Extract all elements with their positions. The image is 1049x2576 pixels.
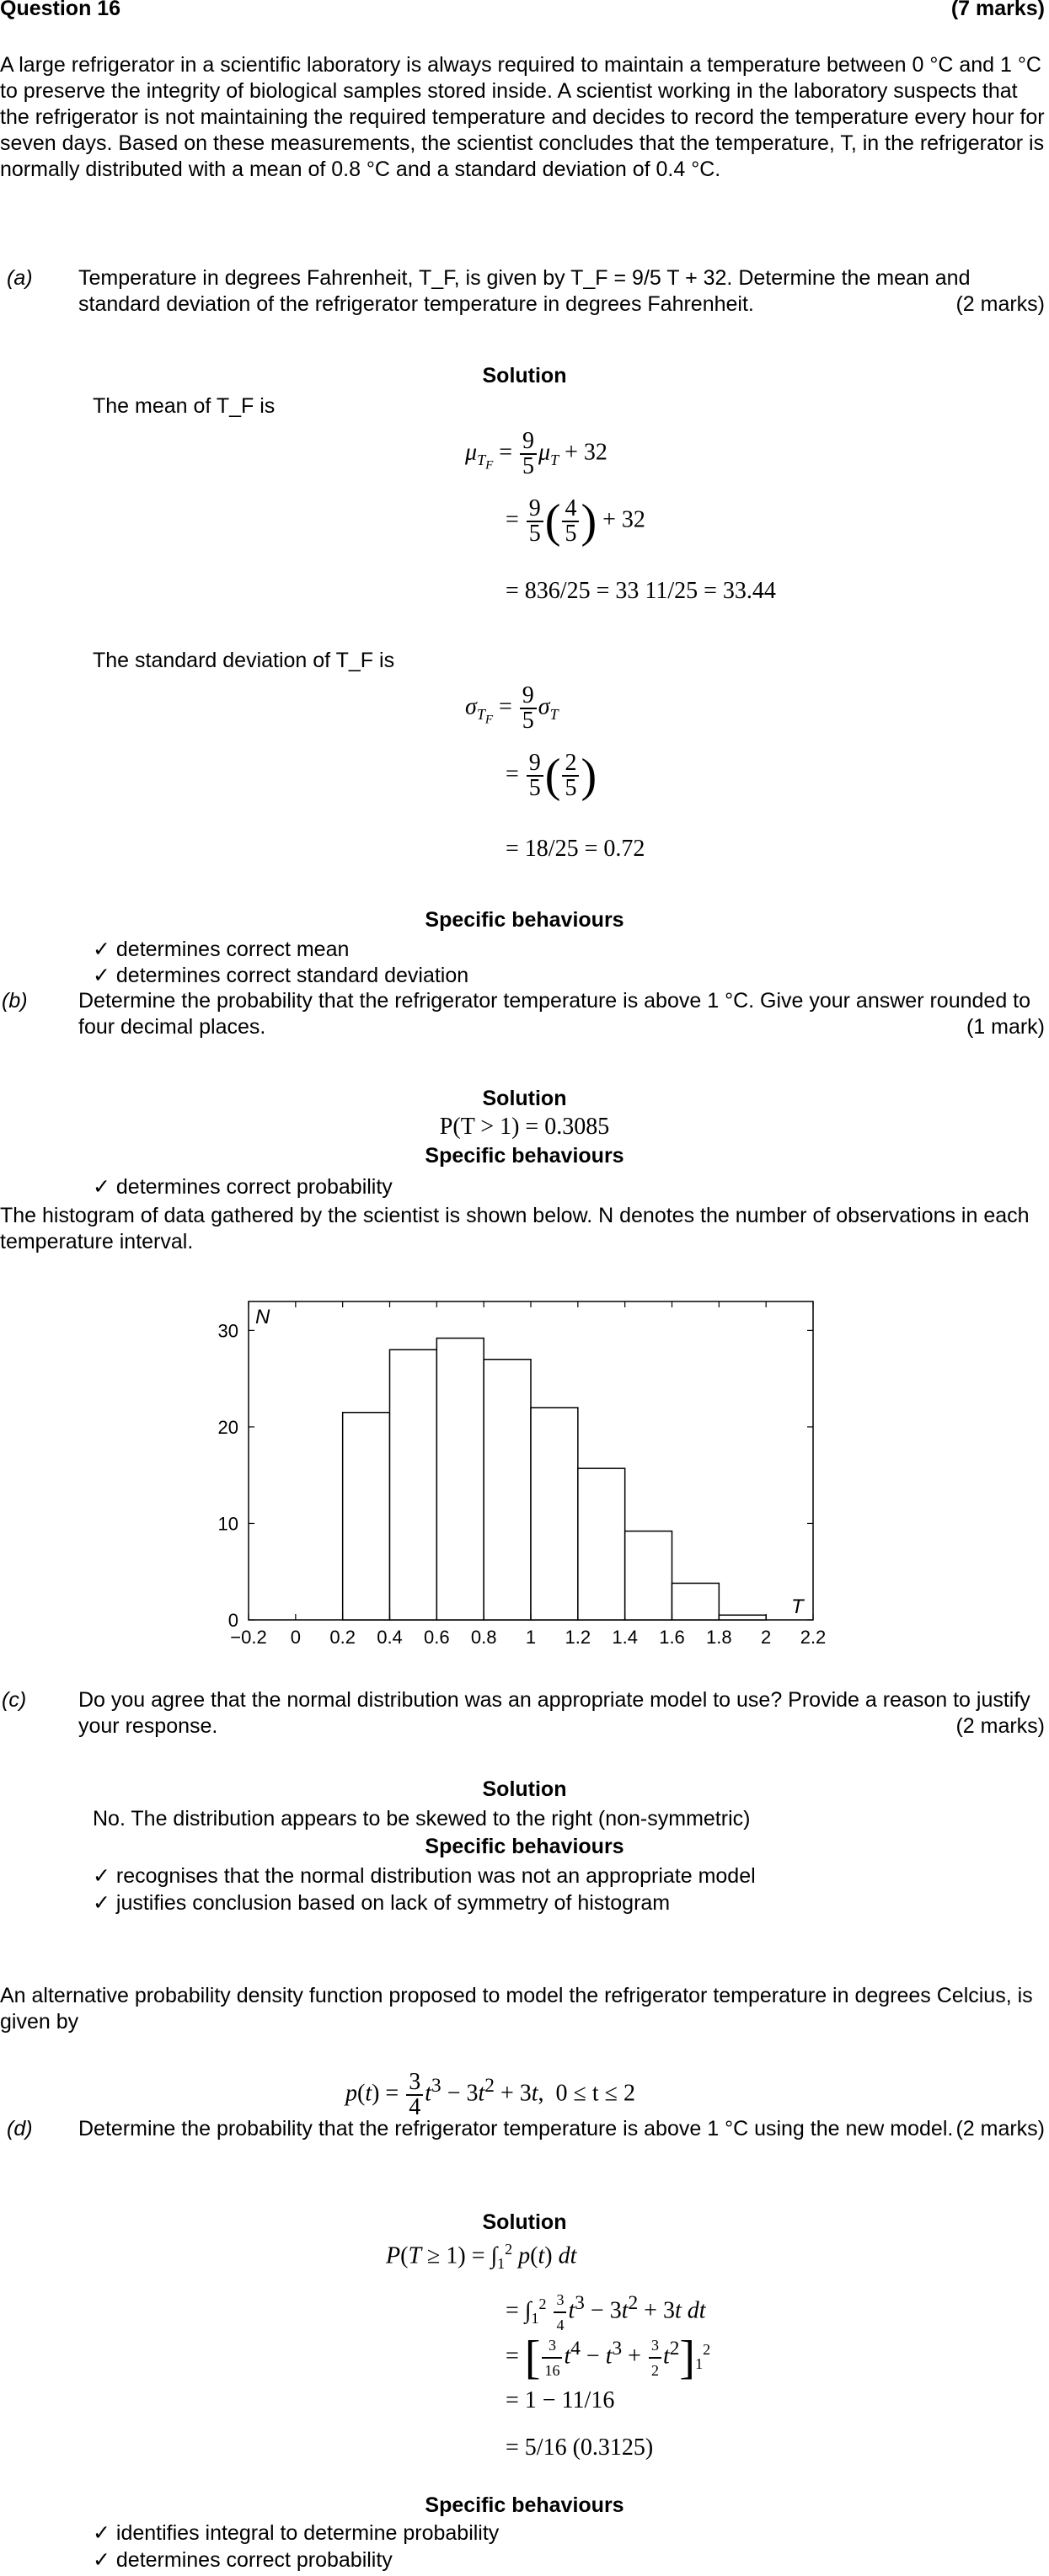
x-tick-label-10: 1.8 [706, 1627, 732, 1648]
question-title: Question 16 [0, 0, 121, 20]
histogram-bar-0 [341, 1411, 391, 1621]
part-b-question: Determine the probability that the refri… [78, 988, 1045, 1040]
part-c-behaviour-1: ✓ recognises that the normal distributio… [93, 1864, 756, 1888]
part-b-behaviour-1: ✓ determines correct probability [93, 1175, 393, 1199]
sd-result: = 18/25 = 0.72 [506, 836, 645, 862]
part-d-label: (d) [7, 2117, 33, 2140]
part-a-label: (a) [7, 266, 33, 290]
sd-formula-line1: σTF = 9 5 σT [465, 682, 559, 734]
x-tick-label-0: −0.2 [230, 1627, 266, 1648]
part-c-solution-label: Solution [482, 1777, 567, 1801]
mean-formula-line2: = 9 5(4 5) + 32 [506, 495, 645, 548]
part-c-text: Do you agree that the normal distributio… [78, 1688, 1030, 1738]
mean-result: = 836/25 = 33 11/25 = 33.44 [506, 578, 776, 604]
part-b-marks: (1 mark) [966, 1015, 1045, 1039]
part-d-text: Determine the probability that the refri… [78, 2117, 954, 2140]
part-a-behaviours-label: Specific behaviours [425, 908, 624, 932]
histogram-bar-3 [483, 1358, 532, 1621]
x-tick-label-6: 1 [526, 1627, 536, 1648]
intro-paragraph: A large refrigerator in a scientific lab… [0, 53, 1045, 181]
sd-formula-line2: = 9 5(2 5) [506, 750, 597, 802]
pdf-formula: p(t) = 3 4 t3 − 3t2 + 3t, 0 ≤ t ≤ 2 [345, 2069, 636, 2120]
part-d-step4: = 1 − 11/16 [506, 2387, 615, 2413]
x-tick-label-3: 0.4 [377, 1627, 403, 1648]
y-axis-label: N [255, 1306, 270, 1328]
x-tick-label-4: 0.6 [424, 1627, 450, 1648]
part-d-marks: (2 marks) [955, 2117, 1045, 2140]
alt-pdf-intro: An alternative probability density funct… [0, 1984, 1033, 2034]
part-d-solution-label: Solution [482, 2210, 567, 2234]
x-tick-label-11: 2 [761, 1627, 771, 1648]
part-b-label: (b) [2, 989, 28, 1013]
y-tick-label-3: 30 [218, 1320, 238, 1341]
part-b-behaviours-label: Specific behaviours [425, 1144, 624, 1168]
question-marks: (7 marks) [950, 0, 1045, 20]
part-d-step5: = 5/16 (0.3125) [506, 2434, 654, 2461]
histogram-bar-7 [671, 1582, 720, 1621]
part-b-text: Determine the probability that the refri… [78, 989, 1031, 1039]
part-c-label: (c) [2, 1688, 27, 1712]
x-axis-label: T [791, 1595, 805, 1618]
x-tick-label-8: 1.4 [612, 1627, 638, 1648]
x-tick-label-9: 1.6 [659, 1627, 685, 1648]
part-d-step1: P(T ≥ 1) = ∫12 p(t) dt [386, 2241, 577, 2272]
histogram-bar-4 [530, 1407, 579, 1621]
mean-intro: The mean of T_F is [93, 394, 276, 418]
x-tick-label-2: 0.2 [329, 1627, 356, 1648]
part-c-behaviours-label: Specific behaviours [425, 1835, 624, 1858]
part-d-question: Determine the probability that the refri… [78, 2116, 1045, 2142]
histogram-chart: −0.2 0 0.2 0.4 0.6 0.8 1 1.2 1.4 1.6 1.8 2 2.2010203… [218, 1301, 827, 1648]
x-tick-label-1: 0 [291, 1627, 301, 1648]
x-tick-label-5: 0.8 [471, 1627, 497, 1648]
x-tick-label-12: 2.2 [800, 1627, 827, 1648]
part-a-text: Temperature in degrees Fahrenheit, T_F, … [78, 266, 971, 316]
part-b-solution-label: Solution [482, 1087, 567, 1110]
part-c-marks: (2 marks) [955, 1714, 1045, 1738]
part-c-question: Do you agree that the normal distributio… [78, 1687, 1045, 1740]
part-c-solution: No. The distribution appears to be skewe… [93, 1807, 751, 1830]
part-a-marks: (2 marks) [955, 292, 1045, 316]
mean-formula-line1: μTF = 9 5 μT + 32 [465, 428, 607, 479]
histogram-bar-5 [577, 1467, 626, 1621]
histogram-intro: The histogram of data gathered by the sc… [0, 1204, 1030, 1253]
pdf-domain: 0 ≤ t ≤ 2 [555, 2080, 636, 2107]
part-a-behaviour-1: ✓ determines correct mean [93, 938, 350, 961]
part-d-behaviour-2: ✓ determines correct probability [93, 2548, 393, 2572]
histogram-bar-1 [388, 1349, 438, 1621]
histogram-bar-8 [718, 1614, 767, 1621]
x-tick-label-7: 1.2 [565, 1627, 591, 1648]
y-tick-label-2: 20 [218, 1417, 238, 1438]
part-c-behaviour-2: ✓ justifies conclusion based on lack of … [93, 1891, 671, 1915]
histogram-bar-6 [624, 1530, 673, 1621]
sd-intro: The standard deviation of T_F is [93, 649, 395, 672]
histogram-bar-2 [436, 1337, 484, 1621]
part-a-behaviour-2: ✓ determines correct standard deviation [93, 964, 469, 987]
part-a-solution-label: Solution [482, 364, 567, 387]
y-tick-label-1: 10 [218, 1513, 238, 1534]
part-d-behaviour-1: ✓ identifies integral to determine proba… [93, 2521, 500, 2545]
y-tick-label-0: 0 [228, 1610, 238, 1631]
part-d-step2: = ∫12 3 4 t3 − 3t2 + 3t dt [506, 2288, 706, 2337]
part-b-solution: P(T > 1) = 0.3085 [439, 1114, 610, 1140]
part-d-behaviours-label: Specific behaviours [425, 2493, 624, 2517]
part-a-question: Temperature in degrees Fahrenheit, T_F, … [78, 265, 1045, 318]
part-d-step3: = [3 16 t4 − t3 + 3 2 t2]12 [506, 2332, 711, 2384]
